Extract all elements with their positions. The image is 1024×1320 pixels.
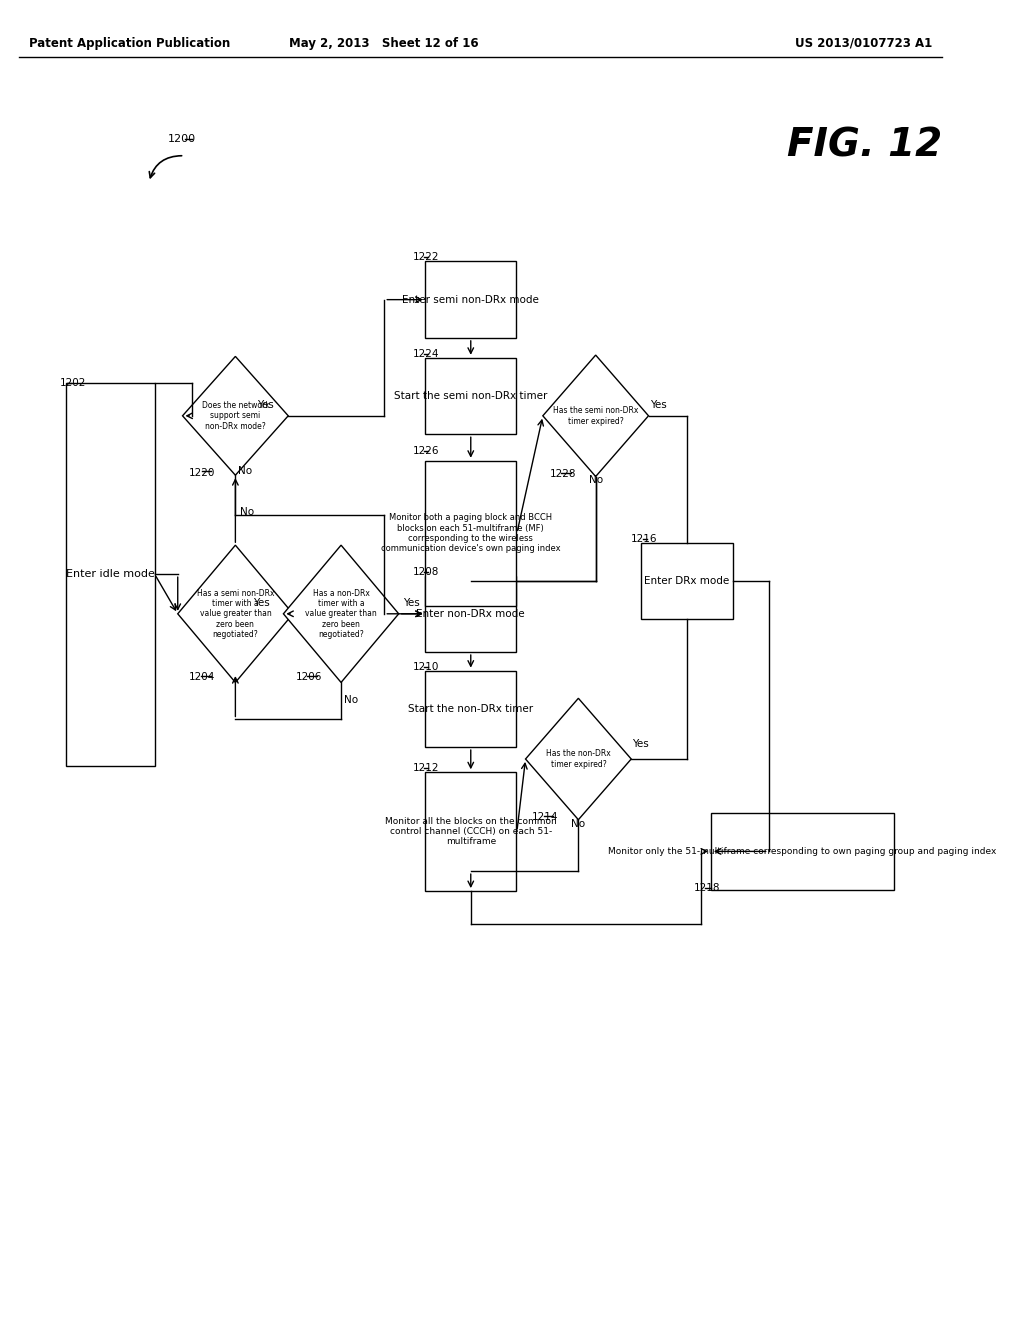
Text: US 2013/0107723 A1: US 2013/0107723 A1	[795, 37, 932, 50]
Text: 1220: 1220	[189, 467, 216, 478]
FancyBboxPatch shape	[425, 358, 516, 434]
Text: Monitor only the 51-multiframe corresponding to own paging group and paging inde: Monitor only the 51-multiframe correspon…	[608, 847, 996, 855]
Polygon shape	[543, 355, 648, 477]
Text: No: No	[344, 694, 358, 705]
Text: 1204: 1204	[189, 672, 216, 682]
Text: Yes: Yes	[632, 739, 649, 750]
Text: 1224: 1224	[413, 348, 439, 359]
Text: Enter non-DRx mode: Enter non-DRx mode	[417, 609, 525, 619]
Text: Patent Application Publication: Patent Application Publication	[29, 37, 230, 50]
FancyBboxPatch shape	[425, 461, 516, 606]
Text: 1218: 1218	[693, 883, 720, 894]
Text: Has the semi non-DRx
timer expired?: Has the semi non-DRx timer expired?	[553, 407, 638, 425]
Polygon shape	[525, 698, 631, 820]
Text: Start the non-DRx timer: Start the non-DRx timer	[409, 704, 534, 714]
Text: Has a non-DRx
timer with a
value greater than
zero been
negotiated?: Has a non-DRx timer with a value greater…	[305, 589, 377, 639]
FancyBboxPatch shape	[641, 543, 732, 619]
Text: 1216: 1216	[631, 533, 657, 544]
FancyBboxPatch shape	[425, 576, 516, 652]
Polygon shape	[178, 545, 293, 682]
Polygon shape	[284, 545, 398, 682]
FancyBboxPatch shape	[67, 383, 155, 766]
Text: Enter DRx mode: Enter DRx mode	[644, 576, 729, 586]
Text: 1200: 1200	[168, 133, 197, 144]
Text: Yes: Yes	[253, 598, 269, 609]
Text: 1202: 1202	[59, 378, 86, 388]
FancyBboxPatch shape	[425, 772, 516, 891]
Text: 1214: 1214	[532, 812, 559, 822]
FancyBboxPatch shape	[425, 671, 516, 747]
Text: 1228: 1228	[550, 469, 577, 479]
Text: Does the network
support semi
non-DRx mode?: Does the network support semi non-DRx mo…	[202, 401, 269, 430]
Text: Has the non-DRx
timer expired?: Has the non-DRx timer expired?	[546, 750, 610, 768]
Text: Monitor all the blocks on the common
control channel (CCCH) on each 51-
multifra: Monitor all the blocks on the common con…	[385, 817, 557, 846]
FancyBboxPatch shape	[425, 261, 516, 338]
FancyBboxPatch shape	[711, 813, 894, 890]
Text: Yes: Yes	[257, 400, 274, 411]
Text: Enter semi non-DRx mode: Enter semi non-DRx mode	[402, 294, 540, 305]
Text: Has a semi non-DRx
timer with a
value greater than
zero been
negotiated?: Has a semi non-DRx timer with a value gr…	[197, 589, 274, 639]
Text: Start the semi non-DRx timer: Start the semi non-DRx timer	[394, 391, 548, 401]
Text: No: No	[571, 818, 586, 829]
Polygon shape	[182, 356, 288, 475]
Text: No: No	[241, 507, 254, 517]
Text: 1210: 1210	[413, 661, 439, 672]
Text: Enter idle mode: Enter idle mode	[67, 569, 155, 579]
Text: 1212: 1212	[413, 763, 439, 774]
Text: 1222: 1222	[413, 252, 439, 263]
Text: 1208: 1208	[413, 566, 439, 577]
Text: No: No	[589, 475, 603, 486]
Text: 1226: 1226	[413, 446, 439, 457]
Text: No: No	[239, 466, 252, 477]
Text: 1206: 1206	[296, 672, 323, 682]
Text: Yes: Yes	[402, 598, 420, 609]
Text: Monitor both a paging block and BCCH
blocks on each 51-multiframe (MF)
correspon: Monitor both a paging block and BCCH blo…	[381, 513, 560, 553]
Text: May 2, 2013   Sheet 12 of 16: May 2, 2013 Sheet 12 of 16	[290, 37, 479, 50]
Text: FIG. 12: FIG. 12	[787, 127, 942, 164]
Text: Yes: Yes	[650, 400, 668, 411]
